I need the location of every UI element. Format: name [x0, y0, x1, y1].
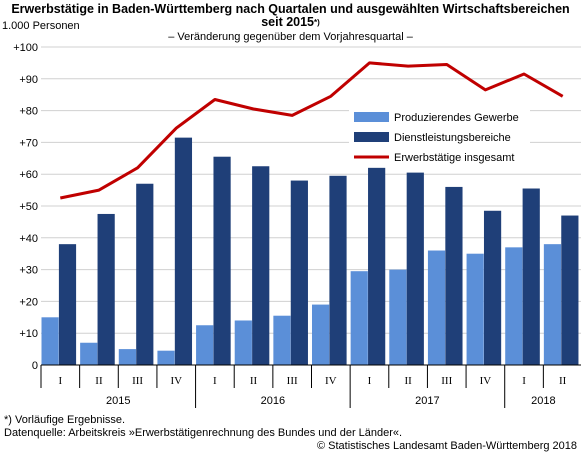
bar [445, 186, 463, 365]
bar [80, 342, 98, 365]
bar [118, 349, 136, 365]
bar [157, 350, 175, 365]
bar [273, 315, 291, 365]
y-tick-label: +10 [19, 328, 38, 340]
copyright: © Statistisches Landesamt Baden-Württemb… [316, 440, 577, 452]
bar [522, 188, 540, 365]
y-tick-label: +40 [19, 233, 38, 245]
y-tick-label: 0 [32, 360, 38, 372]
bar [213, 156, 231, 365]
chart-canvas: 0+10+20+30+40+50+60+70+80+90+100 I II III I… [13, 42, 581, 408]
quarter-label: III [287, 375, 298, 387]
quarter-label: II [404, 375, 412, 387]
chart-title: Erwerbstätige in Baden-Württemberg nach … [11, 2, 570, 29]
year-label: 2018 [531, 395, 555, 407]
legend-label: Dienstleistungsbereiche [394, 132, 511, 144]
line-series-total [59, 61, 564, 200]
y-tick-label: +50 [19, 201, 38, 213]
title-footnote-marker: *) [314, 18, 320, 27]
chart-subtitle: – Veränderung gegenüber dem Vorjahresqua… [168, 31, 413, 43]
year-label: 2015 [106, 395, 130, 407]
bar [483, 210, 502, 365]
quarter-label: II [95, 375, 103, 387]
bar [389, 269, 407, 365]
y-tick-label: +100 [13, 42, 38, 54]
legend: Produzierendes Gewerbe Dienstleistungsber… [349, 104, 530, 164]
legend-label: Produzierendes Gewerbe [394, 112, 519, 124]
quarter-label: I [368, 375, 372, 387]
total-line [59, 61, 564, 200]
bar [290, 180, 308, 365]
bar [350, 271, 368, 365]
y-tick-label: +80 [19, 106, 38, 118]
bar [312, 304, 330, 365]
bar [368, 167, 386, 365]
y-tick-label: +60 [19, 169, 38, 181]
y-tick-label: +90 [19, 74, 38, 86]
quarter-label: III [441, 375, 452, 387]
quarter-label: II [559, 375, 567, 387]
quarter-label: I [522, 375, 526, 387]
quarter-label: IV [325, 375, 337, 387]
bar [252, 166, 270, 365]
source-note: Datenquelle: Arbeitskreis »Erwerbstätige… [4, 427, 403, 439]
bar [543, 244, 562, 365]
bars [41, 137, 579, 365]
bar [58, 244, 77, 365]
bar [97, 213, 115, 365]
legend-swatch [354, 112, 389, 122]
bar [41, 317, 59, 365]
year-label: 2016 [261, 395, 285, 407]
y-axis-ticks: 0 +10 +20 +30 +40 +50 +60 +70 +80 +90 +100 [13, 42, 38, 372]
bar [234, 320, 252, 365]
bar [406, 172, 424, 365]
y-tick-label: +20 [19, 296, 38, 308]
bar [466, 253, 484, 365]
footnote: *) Vorläufige Ergebnisse. [4, 414, 126, 426]
legend-swatch [354, 132, 389, 142]
quarter-label: IV [170, 375, 182, 387]
quarter-label: IV [480, 375, 492, 387]
bar [561, 215, 579, 365]
year-label: 2017 [415, 395, 439, 407]
legend-label: Erwerbstätige insgesamt [394, 152, 514, 164]
quarter-label: I [58, 375, 62, 387]
y-tick-label: +30 [19, 265, 38, 277]
quarter-label: III [132, 375, 143, 387]
bar [329, 175, 347, 365]
bar [136, 183, 154, 365]
bar [174, 137, 193, 365]
bar [196, 325, 214, 365]
quarter-label: I [213, 375, 217, 387]
bar [427, 250, 446, 365]
quarter-label: II [250, 375, 258, 387]
bar [505, 247, 523, 365]
y-tick-label: +70 [19, 137, 38, 149]
y-axis-unit: 1.000 Personen [2, 20, 80, 32]
